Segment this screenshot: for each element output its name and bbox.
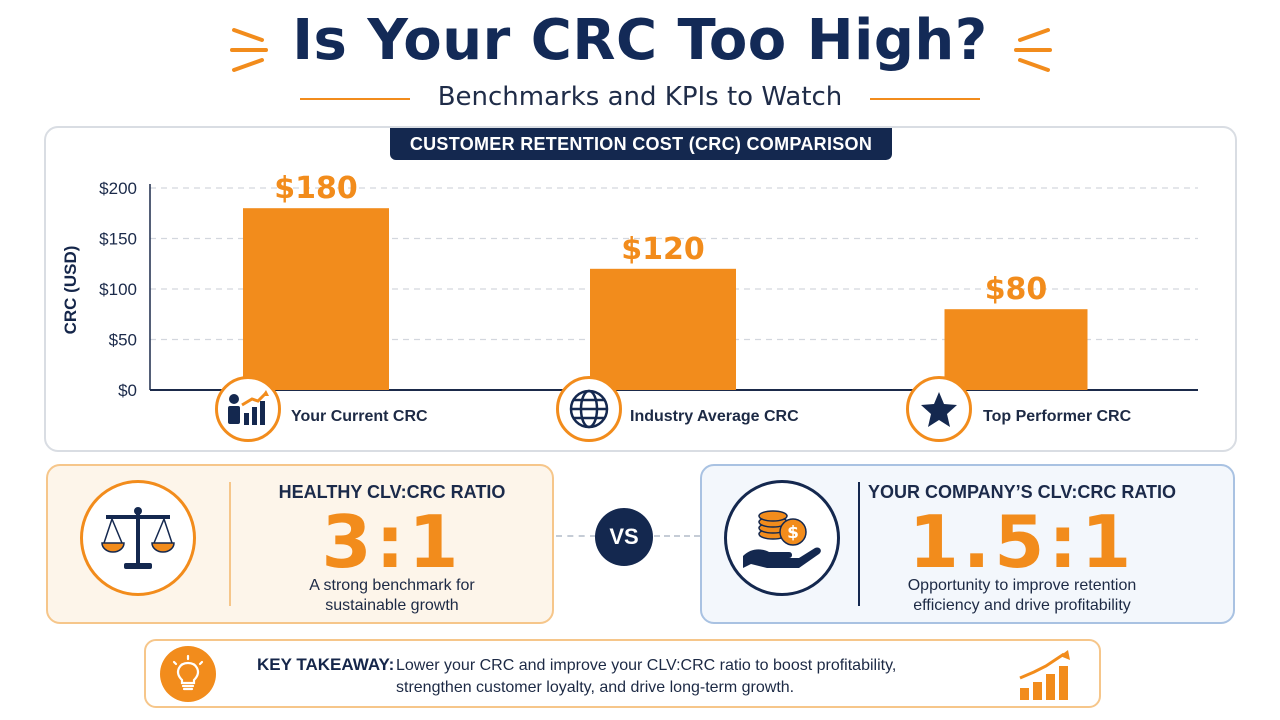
bar-value-label: $80 xyxy=(985,272,1048,307)
healthy-ratio-heading: HEALTHY CLV:CRC RATIO xyxy=(278,482,506,502)
subtitle-row: Benchmarks and KPIs to Watch xyxy=(0,82,1280,116)
healthy-ratio-description: A strong benchmark for sustainable growt… xyxy=(232,576,552,616)
takeaway-line2: strengthen customer loyalty, and drive l… xyxy=(396,679,795,696)
y-tick-label: $200 xyxy=(99,179,137,198)
company-ratio-description: Opportunity to improve retention efficie… xyxy=(862,576,1182,616)
vs-connector-right xyxy=(654,535,700,537)
chart-title-badge: CUSTOMER RETENTION COST (CRC) COMPARISON xyxy=(390,128,892,160)
subtitle-rule-right xyxy=(870,98,980,100)
company-ratio-heading: YOUR COMPANY’S CLV:CRC RATIO xyxy=(867,482,1176,502)
healthy-desc-line2: sustainable growth xyxy=(325,597,459,614)
key-takeaway-card xyxy=(144,639,1101,708)
y-tick-label: $0 xyxy=(118,381,137,400)
globe-icon xyxy=(556,376,622,442)
vs-connector-left xyxy=(556,535,596,537)
company-desc-line1: Opportunity to improve retention xyxy=(907,577,1137,594)
star-icon xyxy=(906,376,972,442)
takeaway-line1: Lower your CRC and improve your CLV:CRC … xyxy=(396,657,897,674)
coins-in-hand-icon: $ xyxy=(724,480,840,596)
category-label-current: Your Current CRC xyxy=(291,408,428,425)
page-subtitle: Benchmarks and KPIs to Watch xyxy=(437,82,843,112)
company-ratio-value: 1.5:1 xyxy=(908,500,1136,584)
svg-text:$: $ xyxy=(787,523,799,543)
healthy-divider xyxy=(229,482,231,606)
y-tick-label: $100 xyxy=(99,280,137,299)
key-takeaway-label: KEY TAKEAWAY: xyxy=(257,655,395,674)
bar-value-label: $120 xyxy=(621,232,705,267)
healthy-desc-line1: A strong benchmark for xyxy=(309,577,475,594)
subtitle-rule-left xyxy=(300,98,410,100)
page-title: Is Your CRC Too High? xyxy=(292,8,988,73)
growth-chart-person-icon xyxy=(215,376,281,442)
y-tick-label: $150 xyxy=(99,230,137,249)
bar-value-label: $180 xyxy=(274,171,358,206)
category-label-industry: Industry Average CRC xyxy=(630,408,799,425)
y-tick-label: $50 xyxy=(109,331,137,350)
left-burst-icon xyxy=(230,28,268,72)
lightbulb-icon xyxy=(160,646,216,702)
healthy-ratio-value: 3:1 xyxy=(321,500,463,584)
bar xyxy=(243,208,389,390)
key-takeaway-text: Lower your CRC and improve your CLV:CRC … xyxy=(396,655,956,699)
company-desc-line2: efficiency and drive profitability xyxy=(913,597,1131,614)
growth-bars-icon xyxy=(1019,650,1070,700)
right-burst-icon xyxy=(1014,28,1052,72)
category-label-top: Top Performer CRC xyxy=(983,408,1132,425)
bar-chart: CRC (USD) $0 $50 $100 $150 $200 $180 $120 $80 xyxy=(61,171,1198,400)
vs-badge: VS xyxy=(595,508,653,566)
bar xyxy=(944,309,1088,390)
company-divider xyxy=(858,482,860,606)
balance-scale-icon xyxy=(80,480,196,596)
y-axis-label: CRC (USD) xyxy=(61,246,80,335)
bar xyxy=(590,268,736,390)
